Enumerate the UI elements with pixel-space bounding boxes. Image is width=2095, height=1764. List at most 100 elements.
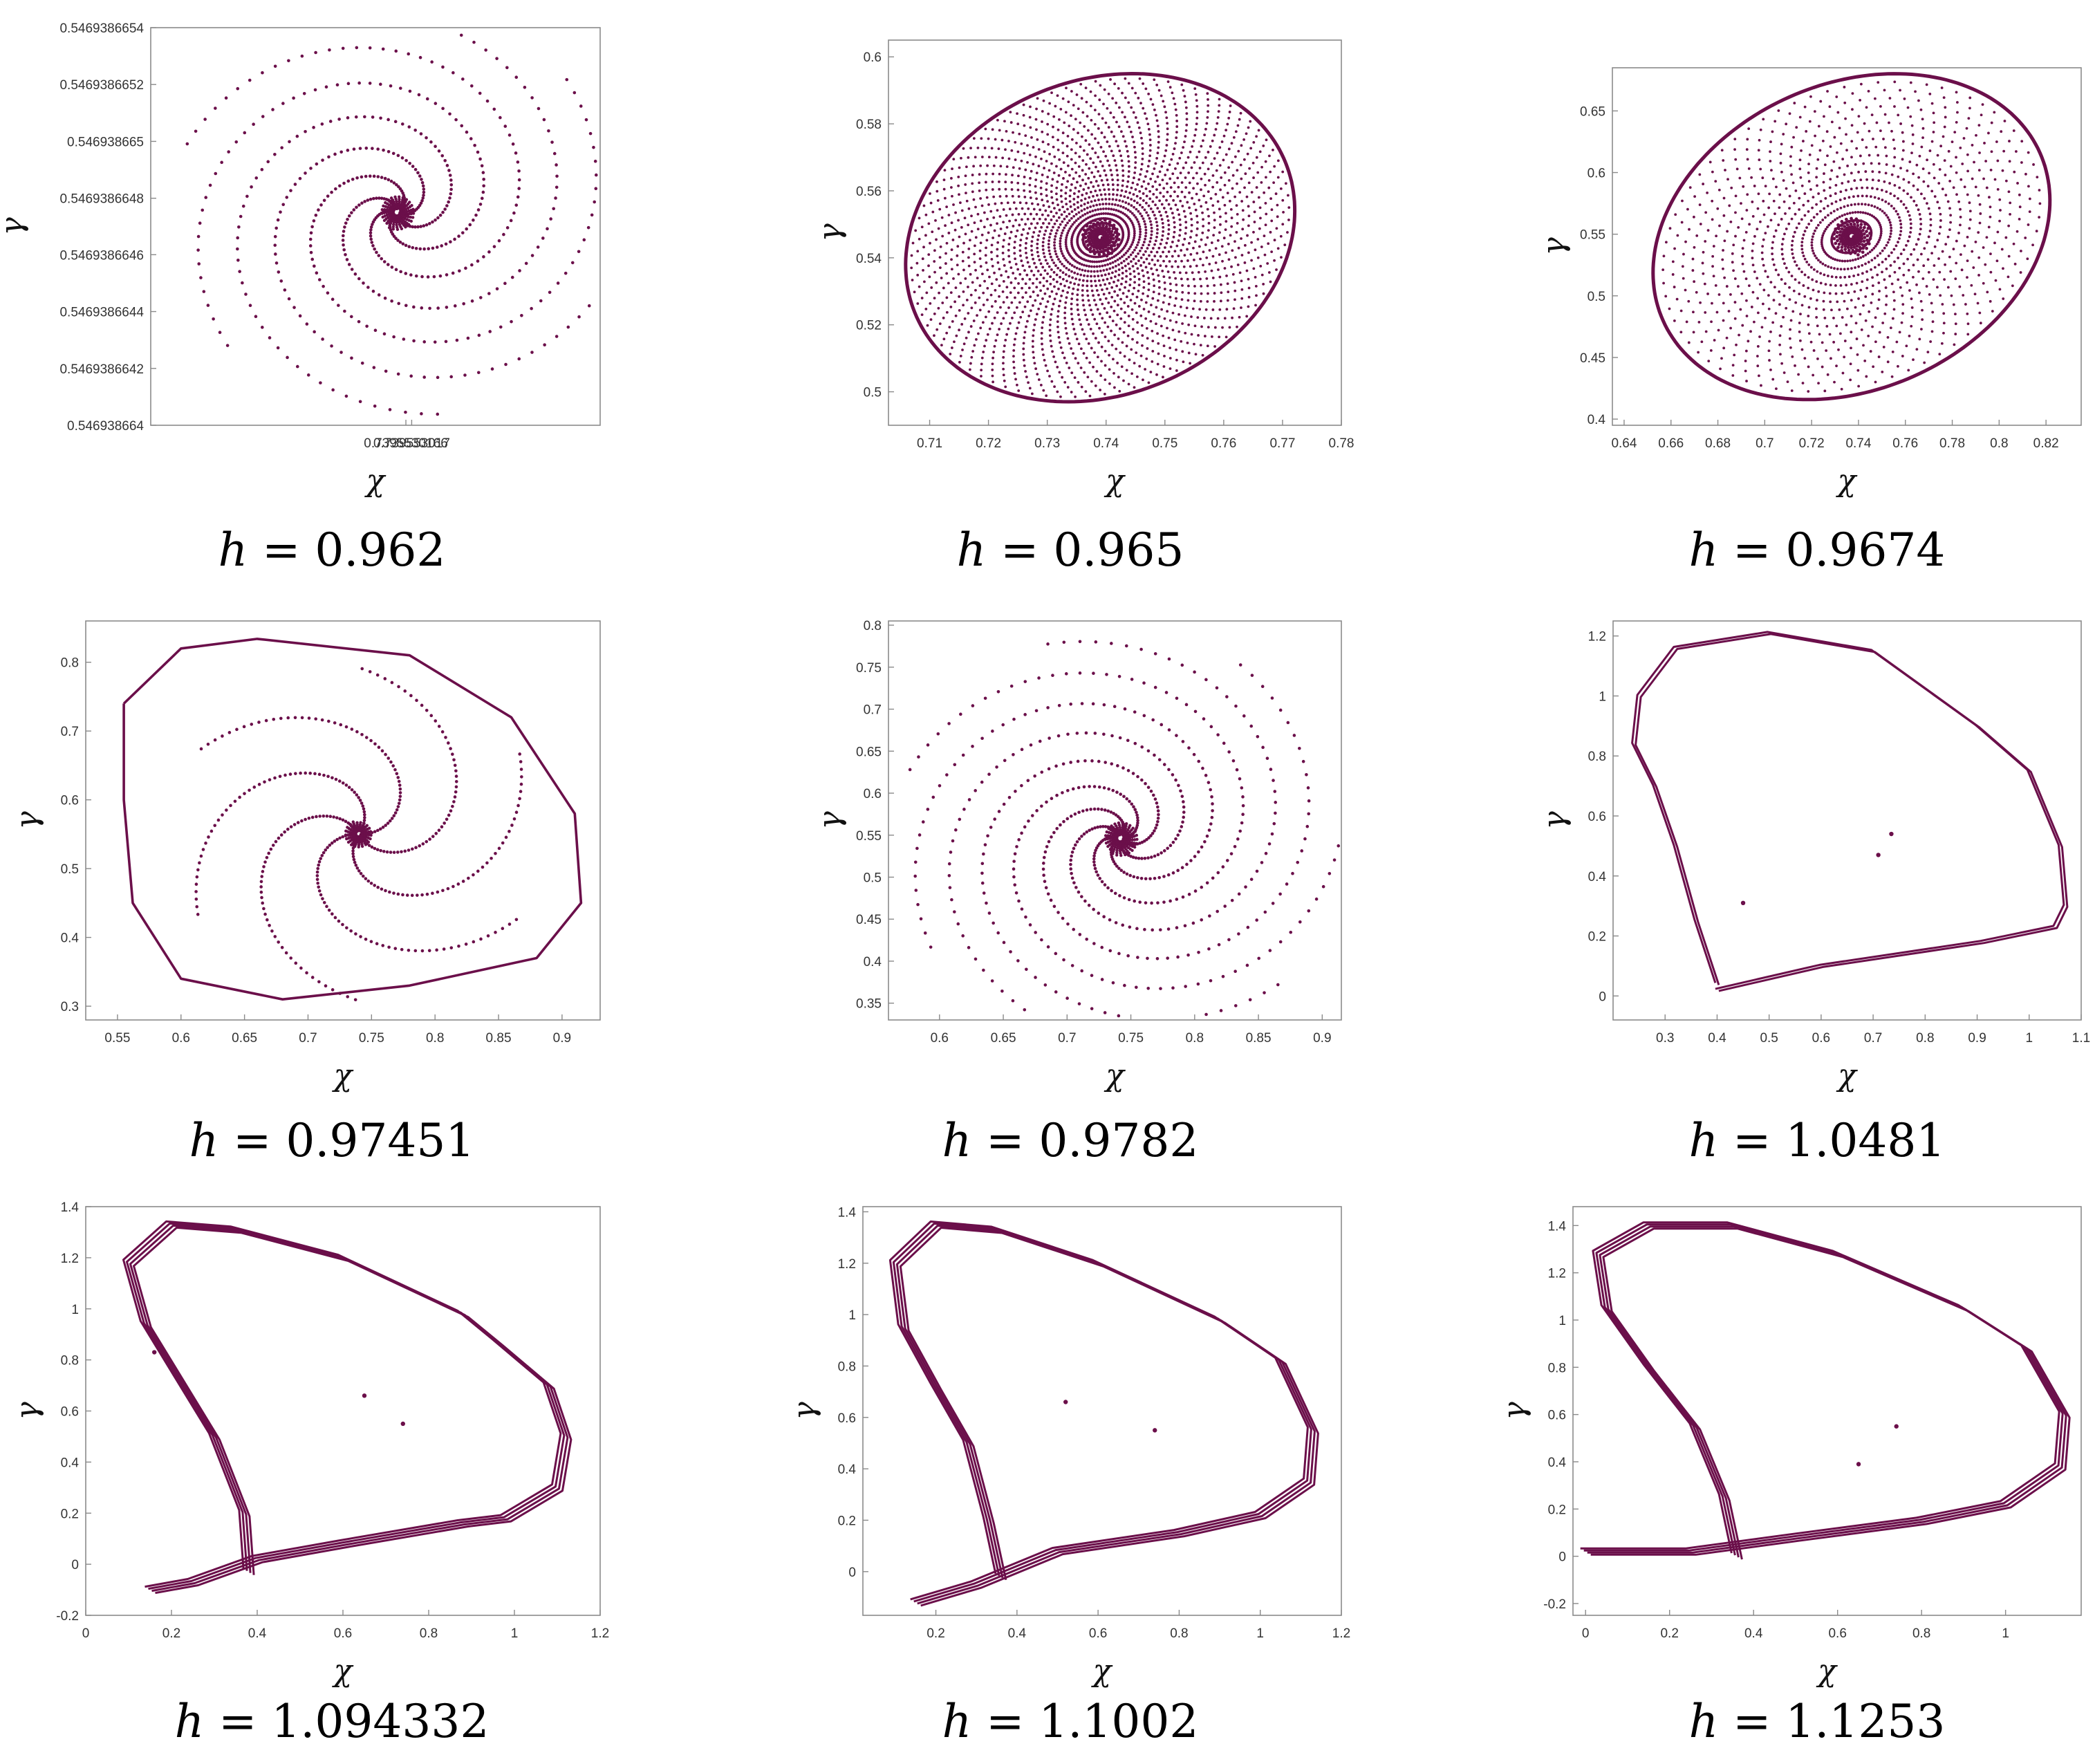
data-point: [1090, 346, 1093, 350]
data-point: [401, 198, 404, 202]
data-point: [346, 149, 350, 152]
data-point: [1885, 303, 1888, 306]
data-point: [1070, 313, 1073, 316]
data-point: [1779, 152, 1782, 156]
data-point: [1270, 250, 1274, 254]
data-point: [1127, 175, 1130, 178]
data-point: [1187, 323, 1191, 326]
data-point: [495, 287, 499, 290]
data-point: [407, 212, 411, 216]
data-point: [1733, 301, 1737, 304]
data-point: [990, 258, 994, 261]
data-point: [1227, 258, 1231, 261]
data-point: [1263, 191, 1266, 194]
data-point: [460, 124, 464, 128]
data-point: [1141, 142, 1144, 145]
data-point: [1098, 189, 1101, 192]
data-point: [1245, 195, 1249, 198]
data-point: [428, 306, 431, 310]
data-point: [1133, 228, 1136, 230]
data-point: [1115, 193, 1119, 196]
data-point: [1183, 237, 1186, 241]
data-point: [980, 362, 983, 366]
data-point: [1166, 219, 1170, 222]
data-point: [1110, 344, 1114, 346]
data-point: [1090, 133, 1094, 136]
data-point: [1054, 360, 1057, 364]
data-point: [2012, 242, 2015, 245]
data-point: [414, 274, 418, 278]
data-point: [1733, 138, 1737, 141]
data-point: [1260, 165, 1263, 169]
data-point: [1901, 303, 1905, 306]
data-point: [1070, 183, 1073, 186]
data-point: [1115, 284, 1119, 288]
data-point: [1948, 255, 1951, 259]
data-point: [1165, 116, 1168, 120]
data-point: [1807, 180, 1811, 183]
data-point: [1756, 207, 1760, 210]
data-point: [1200, 292, 1203, 295]
data-point: [1007, 248, 1010, 252]
data-point: [933, 260, 936, 263]
data-point: [1030, 249, 1033, 252]
data-point: [1148, 138, 1152, 142]
data-point: [911, 241, 915, 245]
data-point: [1854, 266, 1856, 269]
data-point: [1152, 313, 1155, 316]
data-point: [1108, 164, 1111, 167]
data-point: [1949, 214, 1953, 217]
data-point: [976, 212, 980, 216]
data-point: [1101, 331, 1104, 334]
data-point: [1287, 206, 1291, 210]
data-point: [1018, 167, 1021, 170]
data-point: [1204, 270, 1207, 273]
data-point: [1095, 265, 1099, 268]
data-point: [1111, 178, 1114, 181]
data-point: [409, 374, 413, 378]
data-point: [490, 367, 494, 371]
data-point: [1939, 225, 1942, 229]
data-point: [980, 375, 983, 378]
data-point: [1135, 207, 1138, 211]
data-point: [922, 269, 924, 272]
data-point: [1756, 228, 1759, 231]
data-point: [1256, 238, 1260, 241]
data-point: [1883, 113, 1887, 116]
data-point: [1110, 174, 1113, 176]
data-point: [1112, 243, 1117, 248]
data-point: [1800, 348, 1804, 351]
data-point: [1039, 186, 1043, 189]
data-point: [957, 219, 960, 222]
data-point: [1111, 266, 1115, 269]
data-point: [1664, 295, 1668, 298]
data-point: [1104, 378, 1107, 382]
data-point: [1039, 289, 1042, 293]
data-point: [1985, 236, 1989, 239]
data-point: [1116, 258, 1119, 261]
data-point: [962, 304, 965, 307]
data-point: [980, 156, 984, 158]
data-point: [1163, 288, 1166, 290]
data-point: [1116, 313, 1119, 317]
data-point: [463, 373, 467, 377]
data-point: [1110, 251, 1114, 255]
p2-panel: 0.71 0.72 0.73 0.74 0.75 0.76 0.77 0.780.50.520…: [812, 39, 1354, 577]
data-point: [1841, 292, 1844, 295]
x-tick-label: 0.75: [1152, 436, 1177, 451]
data-point: [355, 205, 358, 210]
data-point: [1740, 217, 1744, 221]
data-point: [1007, 243, 1011, 246]
data-point: [1879, 104, 1882, 108]
data-point: [1855, 187, 1859, 190]
data-point: [309, 167, 313, 170]
data-point: [980, 356, 984, 360]
data-point: [2006, 275, 2010, 279]
data-point: [1010, 180, 1014, 184]
data-point: [1117, 86, 1120, 90]
data-point: [1782, 371, 1786, 374]
data-point: [1974, 185, 1977, 189]
data-point: [1163, 154, 1166, 158]
data-point: [1213, 326, 1217, 329]
panel-caption: h = 0.962: [218, 523, 446, 577]
